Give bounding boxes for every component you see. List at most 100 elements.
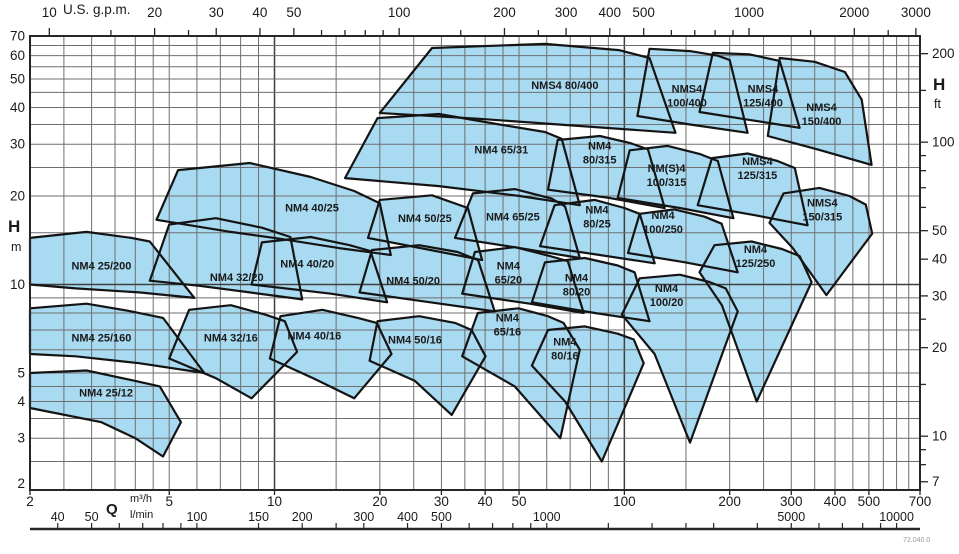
svg-text:NM4: NM4 [585, 205, 609, 217]
region-fill-NMS4 80/400 [379, 43, 676, 133]
svg-text:50: 50 [932, 223, 947, 238]
svg-text:NM4: NM4 [655, 283, 679, 295]
region-outline-NM4 80/315 [546, 134, 666, 210]
region-fill-NM4 40/25 [156, 163, 391, 255]
region-outline-NMS4 80/400 [378, 42, 677, 134]
region-outline-NM4 65/20 [461, 246, 585, 315]
svg-text:700: 700 [909, 494, 932, 509]
region-outline-NM4 40/20 [250, 235, 389, 304]
svg-text:10: 10 [932, 429, 947, 444]
svg-text:125/250: 125/250 [736, 258, 776, 270]
region-outline-NM4 125/250 [698, 240, 813, 403]
svg-text:80/315: 80/315 [583, 155, 617, 167]
region-outline-NM(S)4 100/315 [616, 144, 735, 220]
svg-text:100: 100 [613, 494, 636, 509]
svg-text:4: 4 [17, 394, 25, 409]
svg-text:NM4: NM4 [496, 313, 520, 325]
svg-text:3: 3 [17, 431, 25, 446]
svg-text:70: 70 [10, 29, 25, 44]
svg-text:NMS4: NMS4 [807, 197, 838, 209]
region-fill-NM4 40/16 [269, 309, 392, 399]
svg-text:5: 5 [165, 494, 173, 509]
svg-text:40: 40 [478, 494, 493, 509]
svg-text:500: 500 [431, 510, 452, 524]
svg-text:NMS4: NMS4 [742, 156, 773, 168]
svg-text:NM4 32/16: NM4 32/16 [204, 333, 258, 345]
svg-text:NM4 50/16: NM4 50/16 [388, 334, 442, 346]
head-axis-title-right: H [933, 75, 946, 94]
ft-axis: 200 100 50 40 30 20 10 7 [920, 46, 955, 489]
region-outline-NMS4 125/315 [696, 152, 809, 227]
region-outline-NM4 100/250 [626, 208, 739, 274]
region-fill-NM4 25/12 [30, 370, 181, 457]
region-outline-NM4 50/16 [368, 315, 487, 416]
svg-text:400: 400 [824, 494, 847, 509]
region-outline-NM4 40/25 [155, 161, 392, 257]
svg-text:100/315: 100/315 [647, 177, 687, 189]
svg-text:150/400: 150/400 [802, 116, 842, 128]
svg-text:200: 200 [932, 46, 955, 61]
svg-text:NM(S)4: NM(S)4 [648, 163, 687, 175]
svg-text:10: 10 [42, 5, 57, 20]
svg-text:30: 30 [932, 288, 947, 303]
svg-text:NM4: NM4 [744, 244, 768, 256]
svg-text:NM4 25/160: NM4 25/160 [71, 333, 131, 345]
region-outline-NMS4 100/400 [636, 47, 749, 134]
svg-text:300: 300 [353, 510, 374, 524]
head-axis-unit-ft: ft [934, 97, 941, 111]
region-outline-NM4 25/200 [28, 230, 196, 299]
svg-text:500: 500 [632, 5, 655, 20]
flow-axis-unit-m3h: m³/h [130, 493, 152, 505]
head-axis-title-left: H [8, 217, 21, 236]
region-outline-NM4 100/20 [620, 273, 739, 444]
region-fill-NMS4 150/400 [767, 58, 872, 165]
svg-text:20: 20 [372, 494, 387, 509]
region-outline-NM4 32/20 [148, 217, 304, 301]
svg-text:100: 100 [932, 135, 955, 150]
svg-text:30: 30 [434, 494, 449, 509]
region-outline-NM4 50/20 [358, 244, 496, 313]
svg-text:NM4 50/20: NM4 50/20 [386, 276, 440, 288]
svg-text:50: 50 [85, 510, 99, 524]
svg-text:125/400: 125/400 [743, 97, 783, 109]
svg-text:NM4: NM4 [553, 337, 577, 349]
svg-text:100/20: 100/20 [650, 297, 684, 309]
svg-text:40: 40 [932, 252, 947, 267]
frame [29, 35, 921, 491]
region-fill-NM4 50/20 [359, 245, 495, 312]
svg-text:10: 10 [267, 494, 282, 509]
region-fill-NM4 40/20 [251, 237, 388, 303]
svg-text:NM4 32/20: NM4 32/20 [210, 272, 264, 284]
svg-text:40: 40 [10, 100, 25, 115]
svg-text:3000: 3000 [901, 5, 931, 20]
region-outlines [28, 42, 874, 463]
region-outline-NM4 80/16 [530, 325, 645, 463]
svg-text:400: 400 [599, 5, 622, 20]
svg-text:NM4: NM4 [651, 210, 675, 222]
svg-text:200: 200 [493, 5, 516, 20]
svg-text:NM4: NM4 [565, 272, 589, 284]
region-outline-NM4 80/20 [530, 256, 651, 323]
svg-text:1000: 1000 [734, 5, 764, 20]
region-fill-NM4 50/25 [368, 195, 483, 261]
svg-text:200: 200 [292, 510, 313, 524]
region-outline-NM4 50/25 [366, 194, 484, 262]
svg-text:500: 500 [858, 494, 881, 509]
svg-text:NM4 50/25: NM4 50/25 [398, 213, 452, 225]
gpm-axis-title: U.S. g.p.m. [63, 2, 131, 17]
region-fill-NM4 50/16 [369, 316, 486, 415]
svg-text:NM4 40/16: NM4 40/16 [287, 331, 341, 343]
region-outline-NM4 32/16 [168, 304, 299, 400]
svg-text:5: 5 [17, 365, 25, 380]
svg-text:300: 300 [555, 5, 578, 20]
svg-text:5000: 5000 [777, 510, 805, 524]
svg-text:NMS4 80/400: NMS4 80/400 [531, 80, 598, 92]
svg-text:NM4 65/25: NM4 65/25 [486, 212, 540, 224]
svg-text:60: 60 [10, 48, 25, 63]
region-outline-NM4 40/16 [268, 308, 393, 400]
region-outline-NM4 25/12 [28, 369, 182, 458]
svg-text:50: 50 [286, 5, 301, 20]
region-labels: NM4 25/200 NM4 25/160 NM4 25/12 NM4 32/20 NM… [71, 80, 842, 399]
flow-axis-unit-lmin: l/min [130, 509, 154, 521]
